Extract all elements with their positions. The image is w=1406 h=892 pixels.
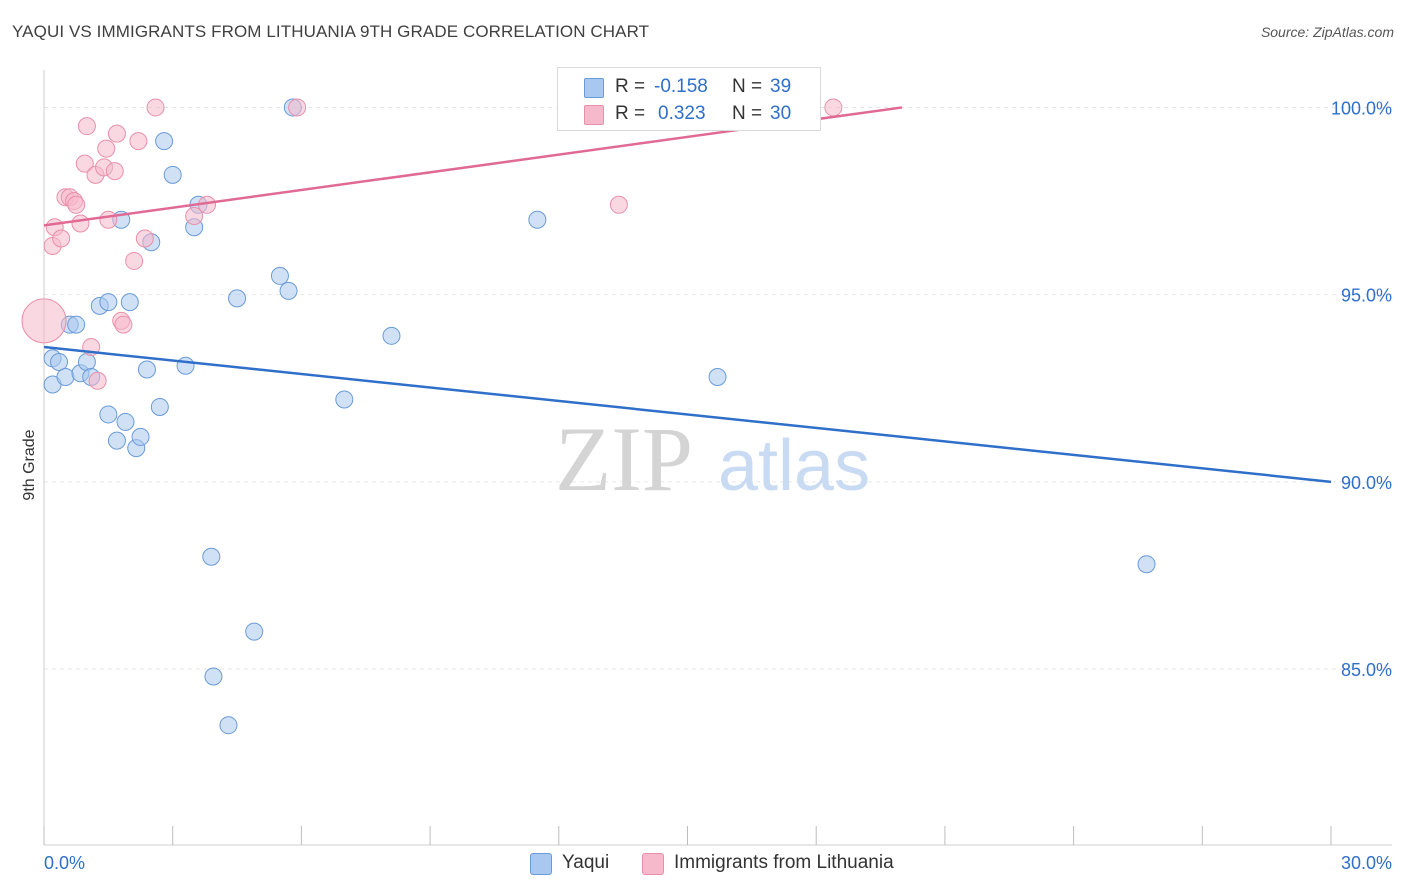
yaqui-point: [77, 353, 96, 372]
lithuania-point: [146, 98, 165, 117]
legend-r-label: R =: [615, 103, 646, 124]
yaqui-point: [204, 667, 223, 686]
legend-swatch-blue: [584, 78, 604, 98]
lithuania-point: [107, 124, 126, 143]
yaqui-point: [528, 210, 547, 229]
yaqui-point: [382, 326, 401, 345]
lithuania-point: [97, 139, 116, 158]
y-tick-label: 90.0%: [1341, 473, 1392, 493]
legend-n-label: N =: [732, 76, 763, 97]
lithuania-point: [114, 315, 133, 334]
x-tick-label: 0.0%: [44, 853, 85, 873]
legend-n-value: 30: [770, 103, 792, 124]
lithuania-point: [21, 298, 67, 344]
yaqui-point: [270, 266, 289, 285]
yaqui-point: [708, 368, 727, 387]
yaqui-point: [228, 289, 247, 308]
gridlines: [44, 106, 1392, 670]
lithuania-point: [288, 98, 307, 117]
yaqui-point: [150, 397, 169, 416]
y-axis-label: 9th Grade: [21, 429, 38, 500]
yaqui-point: [202, 547, 221, 566]
y-tick-label: 85.0%: [1341, 660, 1392, 680]
yaqui-point: [163, 165, 182, 184]
lithuania-point: [88, 371, 107, 390]
yaqui-point: [335, 390, 354, 409]
yaqui-point: [99, 405, 118, 424]
x-tick-label: 30.0%: [1341, 853, 1392, 873]
chart-title: YAQUI VS IMMIGRANTS FROM LITHUANIA 9TH G…: [12, 22, 650, 41]
lithuania-point: [609, 195, 628, 214]
lithuania-point: [125, 251, 144, 270]
lithuania-point: [185, 207, 204, 226]
yaqui-point: [131, 427, 150, 446]
yaqui-point: [50, 353, 69, 372]
yaqui-point: [219, 716, 238, 735]
lithuania-point: [129, 132, 148, 151]
legend-r-value: 0.323: [658, 103, 706, 124]
yaqui-point: [176, 356, 195, 375]
yaqui-point: [155, 132, 174, 151]
yaqui-point: [107, 431, 126, 450]
lithuania-point: [75, 154, 94, 173]
source-label: Source: ZipAtlas.com: [1260, 24, 1394, 40]
watermark-zip: ZIP: [555, 408, 693, 510]
correlation-legend: R = -0.158 N = 39 R = 0.323 N = 30: [557, 67, 821, 131]
lithuania-point: [824, 98, 843, 117]
watermark: ZIP atlas: [555, 408, 870, 510]
yaqui-point: [1137, 555, 1156, 574]
yaqui-point: [137, 360, 156, 379]
lithuania-point: [77, 117, 96, 136]
yaqui-point: [67, 315, 86, 334]
watermark-atlas: atlas: [718, 426, 870, 506]
legend-n-value: 39: [770, 76, 792, 97]
yaqui-trend-line: [43, 345, 1332, 484]
yaqui-point: [279, 281, 298, 300]
lithuania-point: [52, 229, 71, 248]
bottom-legend-label: Immigrants from Lithuania: [674, 852, 894, 873]
bottom-legend-swatch-blue: [530, 853, 552, 875]
legend-n-label: N =: [732, 103, 763, 124]
y-tick-label: 100.0%: [1331, 98, 1392, 118]
yaqui-point: [120, 293, 139, 312]
yaqui-point: [99, 293, 118, 312]
lithuania-point: [99, 210, 118, 229]
y-tick-label: 95.0%: [1341, 286, 1392, 306]
bottom-legend-label: Yaqui: [562, 852, 610, 873]
yaqui-point: [116, 412, 135, 431]
yaqui-point: [56, 368, 75, 387]
yaqui-point: [245, 622, 264, 641]
lithuania-point: [67, 195, 86, 214]
scatter-points: [21, 98, 1156, 735]
lithuania-point: [105, 162, 124, 181]
legend-r-label: R =: [615, 76, 646, 97]
lithuania-point: [71, 214, 90, 233]
bottom-legend-swatch-pink: [642, 853, 664, 875]
tick-labels: 85.0% 90.0% 95.0% 100.0% 0.0% 30.0%: [44, 98, 1392, 873]
legend-r-value: -0.158: [654, 76, 708, 97]
lithuania-point: [135, 229, 154, 248]
legend-swatch-pink: [584, 105, 604, 125]
axes: [43, 70, 1392, 846]
